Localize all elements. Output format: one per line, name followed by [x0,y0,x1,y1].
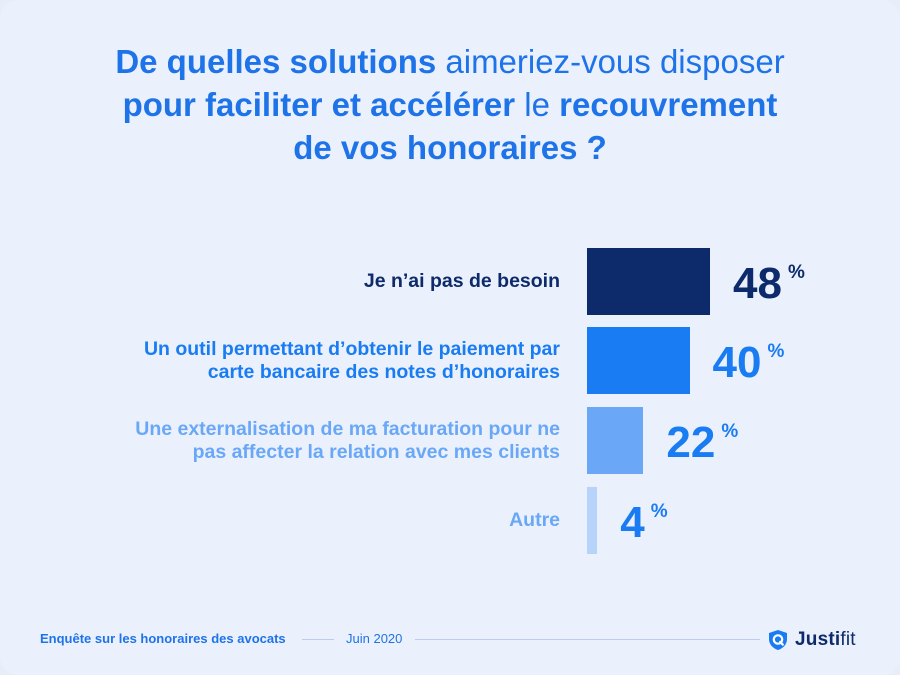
brand-name-part-2: fit [840,629,856,650]
category-label: Une externalisation de ma facturation po… [40,418,560,464]
percent-sign: % [767,341,785,362]
value-label: 4 [620,498,645,547]
survey-date: Juin 2020 [346,631,403,646]
title-part-2: aimeriez-vous disposer [436,43,785,80]
percent-sign: % [721,421,739,442]
brand-logo: Justifit [767,628,856,652]
category-label-line: Une externalisation de ma facturation po… [135,417,560,440]
bar [587,248,710,315]
category-label-line: pas affecter la relation avec mes client… [192,440,560,463]
value-label: 48 [733,259,782,308]
bar [587,327,690,394]
category-label: Je n’ai pas de besoin [40,270,560,293]
percent-sign: % [788,262,805,283]
category-label-line: Je n’ai pas de besoin [363,270,560,292]
category-label: Un outil permettant d’obtenir le paiemen… [40,338,560,384]
footer-divider [415,639,760,640]
bar [587,407,644,474]
title-part-5: recouvrement [559,86,778,123]
survey-source: Enquête sur les honoraires des avocats [40,631,286,646]
title-part-4: le [515,86,560,123]
brand-name: Justifit [795,629,856,651]
chart-title: De quelles solutions aimeriez-vous dispo… [40,40,860,169]
footer-divider [302,639,334,640]
category-label: Autre [40,509,560,532]
category-label-line: carte bancaire des notes d’honoraires [207,360,560,383]
value-label: 40 [712,338,762,387]
category-label-line: Autre [509,509,560,531]
title-part-3: pour faciliter et accélérer [122,86,516,123]
value-label: 22 [666,418,716,467]
brand-name-part-1: Justi [795,629,841,650]
title-part-6: de vos honoraires ? [293,129,607,166]
category-label-line: Un outil permettant d’obtenir le paiemen… [143,337,560,360]
percent-sign: % [650,501,668,522]
shield-logo-icon [769,630,787,650]
title-part-1: De quelles solutions [115,43,437,80]
footer: Enquête sur les honoraires des avocats J… [40,628,860,652]
bar [587,487,598,554]
